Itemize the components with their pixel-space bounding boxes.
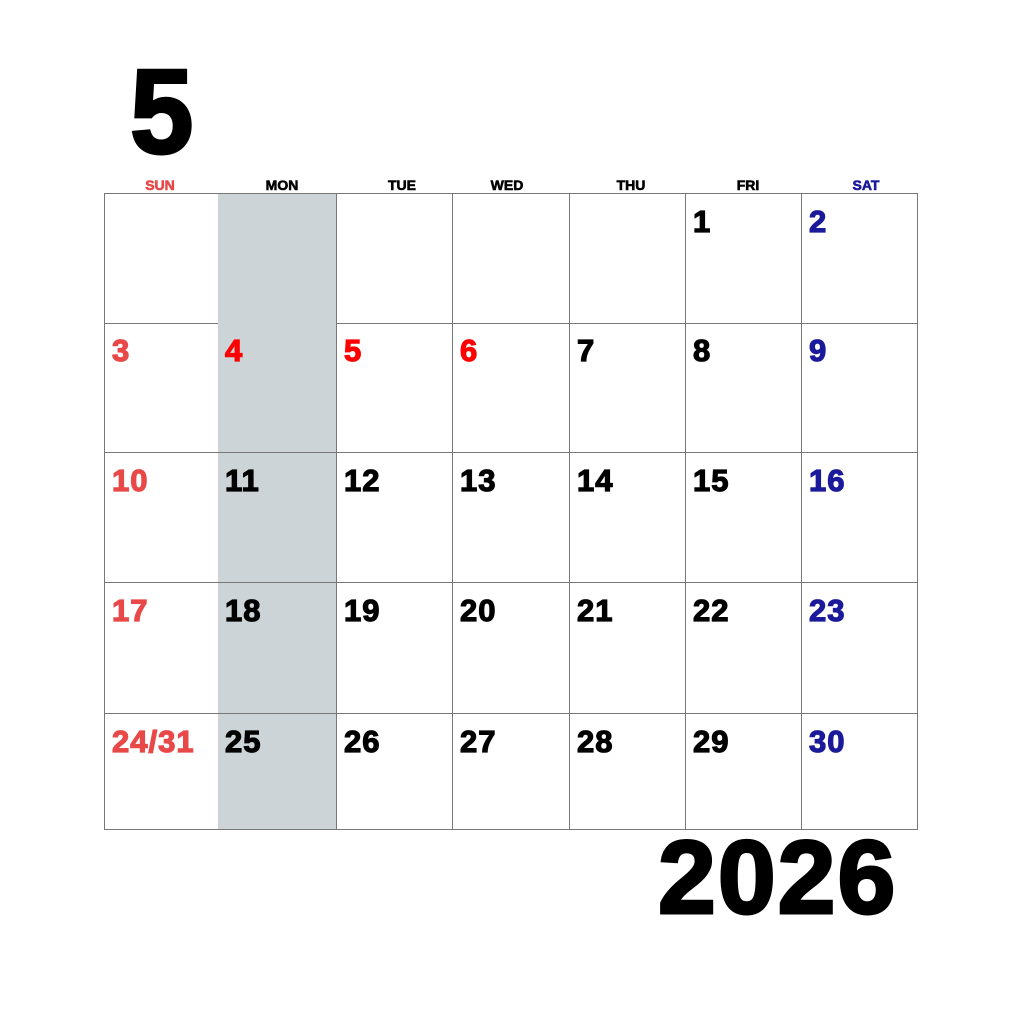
day-cell[interactable]: 14	[570, 453, 686, 583]
day-cell[interactable]: 18	[218, 583, 337, 714]
day-number: 20	[459, 593, 497, 628]
day-cell[interactable]: 1	[686, 193, 802, 324]
day-cell[interactable]: 16	[802, 453, 918, 583]
day-cell[interactable]: 27	[453, 714, 570, 830]
day-number: 11	[224, 463, 260, 498]
weekday-label-sat: SAT	[852, 177, 880, 193]
month-number: 5	[129, 45, 195, 179]
day-number: 19	[343, 593, 381, 628]
day-cell[interactable]: 3	[104, 323, 219, 453]
day-cell[interactable]: 15	[686, 453, 802, 583]
day-number: 17	[111, 593, 149, 628]
day-number: 4	[224, 333, 244, 368]
day-number: 8	[692, 333, 712, 368]
day-number: 25	[224, 724, 262, 759]
weekday-label-wed: WED	[490, 177, 524, 193]
day-number: 16	[808, 463, 846, 498]
day-number: 10	[111, 463, 149, 498]
day-cell[interactable]	[453, 193, 570, 324]
day-number: 24/31	[111, 724, 195, 759]
day-number: 28	[576, 724, 614, 759]
day-number: 18	[224, 593, 262, 628]
day-number: 9	[808, 333, 828, 368]
day-cell[interactable]: 9	[802, 323, 918, 453]
weekday-label-fri: FRI	[736, 177, 760, 193]
day-cell[interactable]: 23	[802, 583, 918, 714]
day-cell[interactable]: 28	[570, 714, 686, 830]
day-number: 26	[343, 724, 381, 759]
day-cell[interactable]	[104, 193, 219, 324]
day-number: 1	[692, 204, 712, 239]
day-cell[interactable]: 20	[453, 583, 570, 714]
day-cell[interactable]: 21	[570, 583, 686, 714]
day-cell[interactable]: 2	[802, 193, 918, 324]
day-cell[interactable]: 17	[104, 583, 219, 714]
day-number: 30	[808, 724, 846, 759]
day-cell[interactable]: 25	[218, 714, 337, 830]
day-cell[interactable]	[337, 193, 453, 324]
day-cell[interactable]: 13	[453, 453, 570, 583]
day-cell[interactable]: 5	[337, 323, 453, 453]
year-label: 2026	[656, 820, 898, 936]
day-cell[interactable]: 11	[218, 453, 337, 583]
day-number: 22	[692, 593, 730, 628]
day-number: 7	[576, 333, 596, 368]
day-number: 6	[459, 333, 479, 368]
day-cell[interactable]: 10	[104, 453, 219, 583]
day-cell[interactable]: 6	[453, 323, 570, 453]
day-cell[interactable]	[218, 193, 337, 324]
day-cell[interactable]	[570, 193, 686, 324]
day-cell[interactable]: 7	[570, 323, 686, 453]
day-cell[interactable]: 19	[337, 583, 453, 714]
day-number: 29	[692, 724, 730, 759]
day-number: 3	[111, 333, 131, 368]
day-cell[interactable]: 8	[686, 323, 802, 453]
day-number: 13	[459, 463, 497, 498]
day-number: 14	[576, 463, 614, 498]
day-cell[interactable]: 29	[686, 714, 802, 830]
day-number: 27	[459, 724, 497, 759]
day-number: 21	[576, 593, 614, 628]
weekday-label-sun: SUN	[145, 177, 175, 193]
day-cell[interactable]: 12	[337, 453, 453, 583]
weekday-label-mon: MON	[265, 177, 299, 193]
day-number: 12	[343, 463, 381, 498]
day-cell[interactable]: 22	[686, 583, 802, 714]
weekday-label-thu: THU	[616, 177, 646, 193]
day-number: 2	[808, 204, 828, 239]
day-number: 23	[808, 593, 846, 628]
day-cell[interactable]: 26	[337, 714, 453, 830]
day-cell[interactable]: 30	[802, 714, 918, 830]
day-number: 5	[343, 333, 363, 368]
weekday-label-tue: TUE	[388, 177, 417, 193]
day-cell[interactable]: 4	[218, 323, 337, 453]
day-number: 15	[692, 463, 730, 498]
day-cell[interactable]: 24/31	[104, 714, 219, 830]
